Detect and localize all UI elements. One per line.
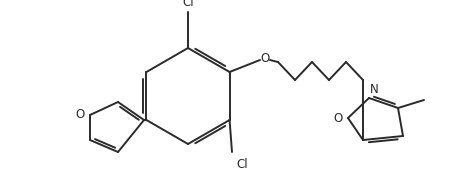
Text: Cl: Cl [182, 0, 194, 9]
Text: N: N [370, 83, 379, 96]
Text: O: O [334, 112, 343, 124]
Text: Cl: Cl [236, 158, 247, 171]
Text: O: O [76, 108, 85, 122]
Text: O: O [261, 51, 270, 65]
